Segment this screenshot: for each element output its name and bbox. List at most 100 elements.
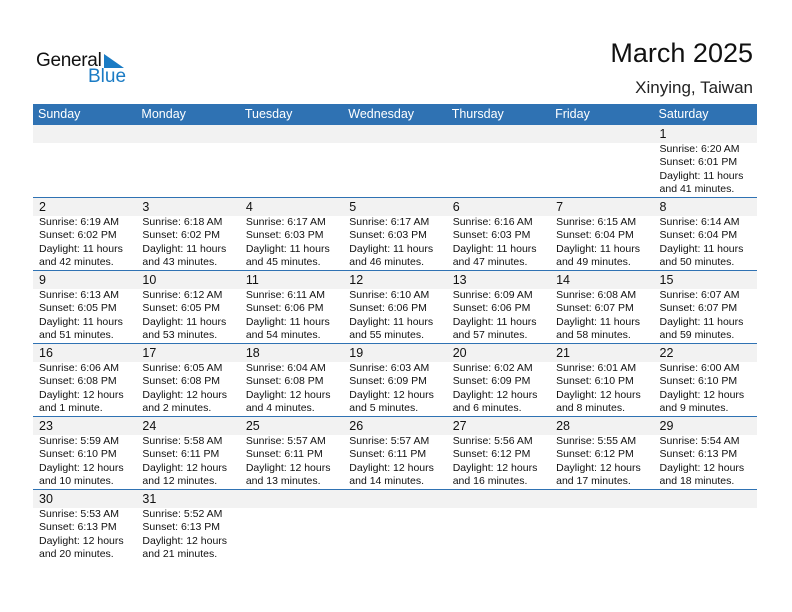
weekday-thursday: Thursday xyxy=(451,107,504,121)
daylight-text: Daylight: 11 hours xyxy=(142,315,227,328)
daylight-text: Daylight: 11 hours xyxy=(452,315,537,328)
sunrise-text: Sunrise: 6:05 AM xyxy=(142,362,223,374)
daylight-minutes-text: and 8 minutes. xyxy=(556,402,625,415)
daylight-minutes-text: and 59 minutes. xyxy=(659,329,735,342)
daylight-text: Daylight: 12 hours xyxy=(142,461,228,474)
day-cell: 18 Sunrise: 6:04 AM Sunset: 6:08 PM Dayligh… xyxy=(240,344,343,416)
day-cell xyxy=(447,490,550,562)
day-cell xyxy=(343,125,446,197)
day-number: 24 xyxy=(142,419,157,433)
sunrise-text: Sunrise: 5:53 AM xyxy=(39,508,119,520)
sunrise-text: Sunrise: 6:06 AM xyxy=(39,362,119,374)
daylight-text: Daylight: 12 hours xyxy=(39,534,124,547)
daylight-text: Daylight: 11 hours xyxy=(556,315,640,328)
day-cell: 11 Sunrise: 6:11 AM Sunset: 6:06 PM Dayligh… xyxy=(240,271,343,343)
week-row: 16 Sunrise: 6:06 AM Sunset: 6:08 PM Dayligh… xyxy=(33,344,757,417)
sunset-text: Sunset: 6:02 PM xyxy=(142,229,221,242)
day-cell: 1 Sunrise: 6:20 AM Sunset: 6:01 PM Daylight… xyxy=(654,125,757,197)
day-cell: 17 Sunrise: 6:05 AM Sunset: 6:08 PM Dayligh… xyxy=(136,344,239,416)
sunrise-text: Sunrise: 5:55 AM xyxy=(556,435,637,447)
sunrise-text: Sunrise: 5:58 AM xyxy=(142,435,223,447)
day-cell: 15 Sunrise: 6:07 AM Sunset: 6:07 PM Dayligh… xyxy=(654,271,757,343)
day-cell xyxy=(550,490,653,562)
weekday-sunday: Sunday xyxy=(38,107,81,121)
daylight-minutes-text: and 1 minute. xyxy=(39,402,103,415)
sunset-text: Sunset: 6:05 PM xyxy=(142,302,221,315)
daylight-minutes-text: and 21 minutes. xyxy=(142,548,218,561)
date-strip xyxy=(33,490,757,508)
daylight-text: Daylight: 12 hours xyxy=(556,461,641,474)
sunset-text: Sunset: 6:05 PM xyxy=(39,302,117,315)
daylight-minutes-text: and 18 minutes. xyxy=(659,475,735,488)
day-cell: 22 Sunrise: 6:00 AM Sunset: 6:10 PM Dayligh… xyxy=(654,344,757,416)
daylight-minutes-text: and 17 minutes. xyxy=(556,475,631,488)
day-cell: 27 Sunrise: 5:56 AM Sunset: 6:12 PM Dayligh… xyxy=(447,417,550,489)
day-number: 6 xyxy=(452,200,460,214)
day-number: 4 xyxy=(245,200,253,214)
daylight-text: Daylight: 12 hours xyxy=(245,461,331,474)
date-strip xyxy=(33,198,757,216)
daylight-minutes-text: and 6 minutes. xyxy=(452,402,522,415)
sunrise-text: Sunrise: 6:11 AM xyxy=(245,289,326,301)
day-cell: 12 Sunrise: 6:10 AM Sunset: 6:06 PM Dayligh… xyxy=(343,271,446,343)
day-cell: 6 Sunrise: 6:16 AM Sunset: 6:03 PM Daylight… xyxy=(447,198,550,270)
daylight-minutes-text: and 9 minutes. xyxy=(659,402,729,415)
daylight-text: Daylight: 11 hours xyxy=(659,169,744,182)
daylight-minutes-text: and 47 minutes. xyxy=(452,256,528,269)
daylight-minutes-text: and 45 minutes. xyxy=(245,256,321,269)
daylight-text: Daylight: 11 hours xyxy=(39,242,123,255)
daylight-minutes-text: and 50 minutes. xyxy=(659,256,735,269)
page-title: March 2025 xyxy=(610,38,753,68)
week-row: 23 Sunrise: 5:59 AM Sunset: 6:10 PM Dayligh… xyxy=(33,417,757,490)
day-cell: 26 Sunrise: 5:57 AM Sunset: 6:11 PM Dayligh… xyxy=(343,417,446,489)
sunrise-text: Sunrise: 6:18 AM xyxy=(142,216,223,228)
day-number: 30 xyxy=(39,492,53,506)
sunset-text: Sunset: 6:12 PM xyxy=(452,448,531,461)
day-cell: 2 Sunrise: 6:19 AM Sunset: 6:02 PM Daylight… xyxy=(33,198,136,270)
sunset-text: Sunset: 6:07 PM xyxy=(556,302,634,315)
day-cell xyxy=(240,490,343,562)
daylight-minutes-text: and 49 minutes. xyxy=(556,256,631,269)
sunrise-text: Sunrise: 6:15 AM xyxy=(556,216,637,228)
day-cell xyxy=(447,125,550,197)
day-cell xyxy=(240,125,343,197)
daylight-minutes-text: and 53 minutes. xyxy=(142,329,218,342)
day-cell: 4 Sunrise: 6:17 AM Sunset: 6:03 PM Daylight… xyxy=(240,198,343,270)
day-cell xyxy=(136,125,239,197)
sunset-text: Sunset: 6:06 PM xyxy=(349,302,427,315)
sunset-text: Sunset: 6:08 PM xyxy=(142,375,221,388)
daylight-minutes-text: and 46 minutes. xyxy=(349,256,424,269)
daylight-minutes-text: and 12 minutes. xyxy=(142,475,218,488)
sunrise-text: Sunrise: 5:59 AM xyxy=(39,435,119,447)
sunrise-text: Sunrise: 6:02 AM xyxy=(452,362,533,374)
day-number: 14 xyxy=(556,273,571,287)
sunset-text: Sunset: 6:11 PM xyxy=(245,448,323,461)
daylight-text: Daylight: 12 hours xyxy=(556,388,641,401)
day-cell: 3 Sunrise: 6:18 AM Sunset: 6:02 PM Daylight… xyxy=(136,198,239,270)
sunrise-text: Sunrise: 6:14 AM xyxy=(659,216,740,228)
daylight-text: Daylight: 11 hours xyxy=(349,242,434,255)
sunset-text: Sunset: 6:09 PM xyxy=(349,375,427,388)
daylight-minutes-text: and 54 minutes. xyxy=(245,329,321,342)
sunset-text: Sunset: 6:06 PM xyxy=(245,302,324,315)
weekday-saturday: Saturday xyxy=(658,107,709,121)
sunrise-text: Sunrise: 6:13 AM xyxy=(39,289,119,301)
daylight-minutes-text: and 58 minutes. xyxy=(556,329,631,342)
daylight-text: Daylight: 12 hours xyxy=(659,388,745,401)
sunset-text: Sunset: 6:10 PM xyxy=(659,375,738,388)
daylight-text: Daylight: 11 hours xyxy=(659,315,744,328)
day-number: 3 xyxy=(142,200,150,214)
sunrise-text: Sunrise: 6:07 AM xyxy=(659,289,740,301)
sunrise-text: Sunrise: 6:08 AM xyxy=(556,289,637,301)
daylight-text: Daylight: 12 hours xyxy=(349,388,434,401)
day-cell: 5 Sunrise: 6:17 AM Sunset: 6:03 PM Daylight… xyxy=(343,198,446,270)
sunrise-text: Sunrise: 5:57 AM xyxy=(245,435,326,447)
sunrise-text: Sunrise: 6:10 AM xyxy=(349,289,430,301)
day-cell: 13 Sunrise: 6:09 AM Sunset: 6:06 PM Dayligh… xyxy=(447,271,550,343)
day-cell: 10 Sunrise: 6:12 AM Sunset: 6:05 PM Dayligh… xyxy=(136,271,239,343)
sunset-text: Sunset: 6:08 PM xyxy=(245,375,324,388)
day-number: 19 xyxy=(349,346,364,360)
daylight-text: Daylight: 12 hours xyxy=(245,388,331,401)
daylight-text: Daylight: 11 hours xyxy=(452,242,537,255)
sunset-text: Sunset: 6:11 PM xyxy=(142,448,220,461)
